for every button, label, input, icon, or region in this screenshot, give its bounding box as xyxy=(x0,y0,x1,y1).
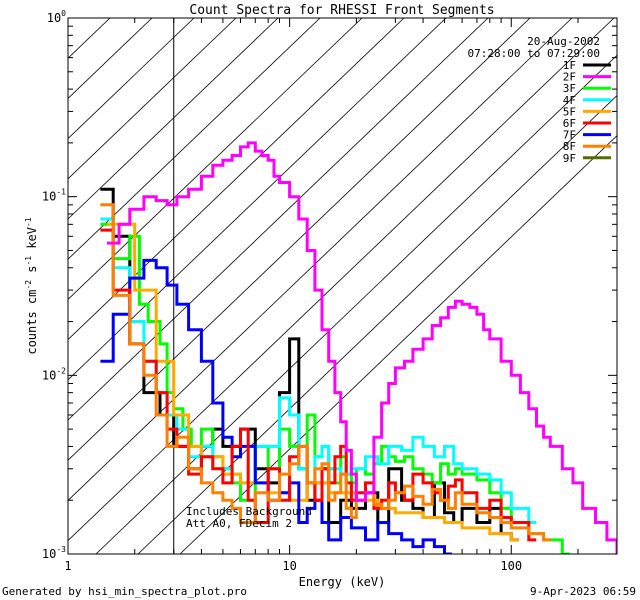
y-tick-exponent: -2 xyxy=(56,366,66,375)
y-label-exp2: -1 xyxy=(24,256,33,266)
legend-label-9f: 9F xyxy=(563,152,576,165)
y-tick-exponent: -3 xyxy=(56,545,66,554)
legend-label-7f: 7F xyxy=(563,129,576,142)
hatch-line xyxy=(68,18,363,300)
y-tick-label: 100 xyxy=(47,9,66,25)
x-tick-label: 1 xyxy=(64,559,71,573)
series-2f-line xyxy=(107,141,617,554)
series-8f-line xyxy=(100,203,552,542)
y-tick-label: 10-1 xyxy=(42,188,66,204)
series-4f-line xyxy=(100,217,537,524)
y-tick-label: 10-3 xyxy=(42,545,66,561)
y-tick-base: 10 xyxy=(47,11,61,25)
hatch-line xyxy=(68,18,111,59)
y-label-part1: counts cm xyxy=(25,290,39,355)
annotation-attenuator: Att A0, FDecim 2 xyxy=(186,517,292,530)
hatch-line xyxy=(68,18,279,220)
y-label-part3: keV xyxy=(25,227,39,256)
y-axis-label: counts cm-2 s-1 keV-1 xyxy=(24,217,39,354)
y-label-exp1: -2 xyxy=(24,280,33,290)
y-tick-base: 10 xyxy=(42,190,56,204)
legend-label-4f: 4F xyxy=(563,94,576,107)
hatched-region xyxy=(68,18,617,554)
footer-timestamp: 9-Apr-2023 06:59 xyxy=(530,585,636,598)
hatch-line xyxy=(68,18,573,501)
hatch-line xyxy=(68,18,69,19)
chart-title: Count Spectra for RHESSI Front Segments xyxy=(189,3,494,18)
hatch-line xyxy=(68,18,615,542)
y-tick-base: 10 xyxy=(42,547,56,561)
y-tick-base: 10 xyxy=(42,368,56,382)
legend-label-8f: 8F xyxy=(563,140,576,153)
legend-label-2f: 2F xyxy=(563,71,576,84)
x-tick-label: 10 xyxy=(282,559,296,573)
footer-generated-by: Generated by hsi_min_spectra_plot.pro xyxy=(2,585,247,598)
annotation-background: Includes Background xyxy=(186,505,312,518)
legend: 20-Aug-2002 07:28:00 to 07:29:00 1F2F3F4… xyxy=(468,35,611,165)
plot-frame xyxy=(67,17,618,555)
y-tick-exponent: 0 xyxy=(61,9,66,18)
hatch-line xyxy=(68,18,321,260)
y-tick-exponent: -1 xyxy=(56,188,66,197)
x-tick-label: 100 xyxy=(500,559,522,573)
series-5f-line xyxy=(107,222,519,542)
hatch-line xyxy=(68,18,195,140)
x-axis-label: Energy (keV) xyxy=(299,575,386,589)
hatch-line xyxy=(68,18,489,421)
hatch-line xyxy=(179,135,617,554)
legend-time-range: 07:28:00 to 07:29:00 xyxy=(468,47,600,60)
legend-label-5f: 5F xyxy=(563,105,576,118)
legend-label-6f: 6F xyxy=(563,117,576,130)
hatch-line xyxy=(68,18,531,461)
hatch-line xyxy=(68,18,237,180)
series-layer xyxy=(100,141,617,554)
y-label-exp3: -1 xyxy=(24,217,33,227)
y-tick-label: 10-2 xyxy=(42,366,66,382)
legend-label-1f: 1F xyxy=(563,59,576,72)
y-label-part2: s xyxy=(25,266,39,280)
legend-label-3f: 3F xyxy=(563,82,576,95)
legend-date: 20-Aug-2002 xyxy=(527,35,600,48)
hatch-line xyxy=(68,18,405,341)
